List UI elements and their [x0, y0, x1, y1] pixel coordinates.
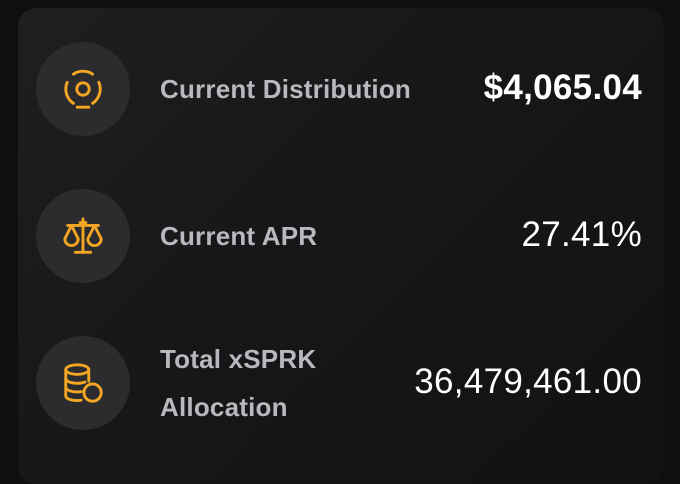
stat-label: Total xSPRK Allocation — [160, 344, 317, 422]
stat-value: $4,065.04 — [483, 68, 642, 107]
stat-value: 27.41% — [521, 215, 642, 254]
coins-icon-badge — [36, 336, 130, 430]
coins-icon — [64, 363, 103, 403]
stat-row-total-xsprk-allocation: Total xSPRK Allocation 36,479,461.00 — [18, 336, 664, 432]
stat-label: Current APR — [160, 221, 318, 251]
scale-icon-badge — [36, 189, 130, 283]
distribution-icon-badge — [36, 42, 130, 136]
distribution-icon — [64, 69, 102, 109]
stat-row-current-distribution: Current Distribution $4,065.04 — [18, 42, 664, 138]
stat-value: 36,479,461.00 — [414, 362, 642, 401]
scale-icon — [63, 217, 103, 254]
stat-row-current-apr: Current APR 27.41% — [18, 189, 664, 285]
stat-label: Current Distribution — [160, 74, 411, 104]
stats-card: Current Distribution $4,065.04 Current A… — [18, 8, 664, 484]
